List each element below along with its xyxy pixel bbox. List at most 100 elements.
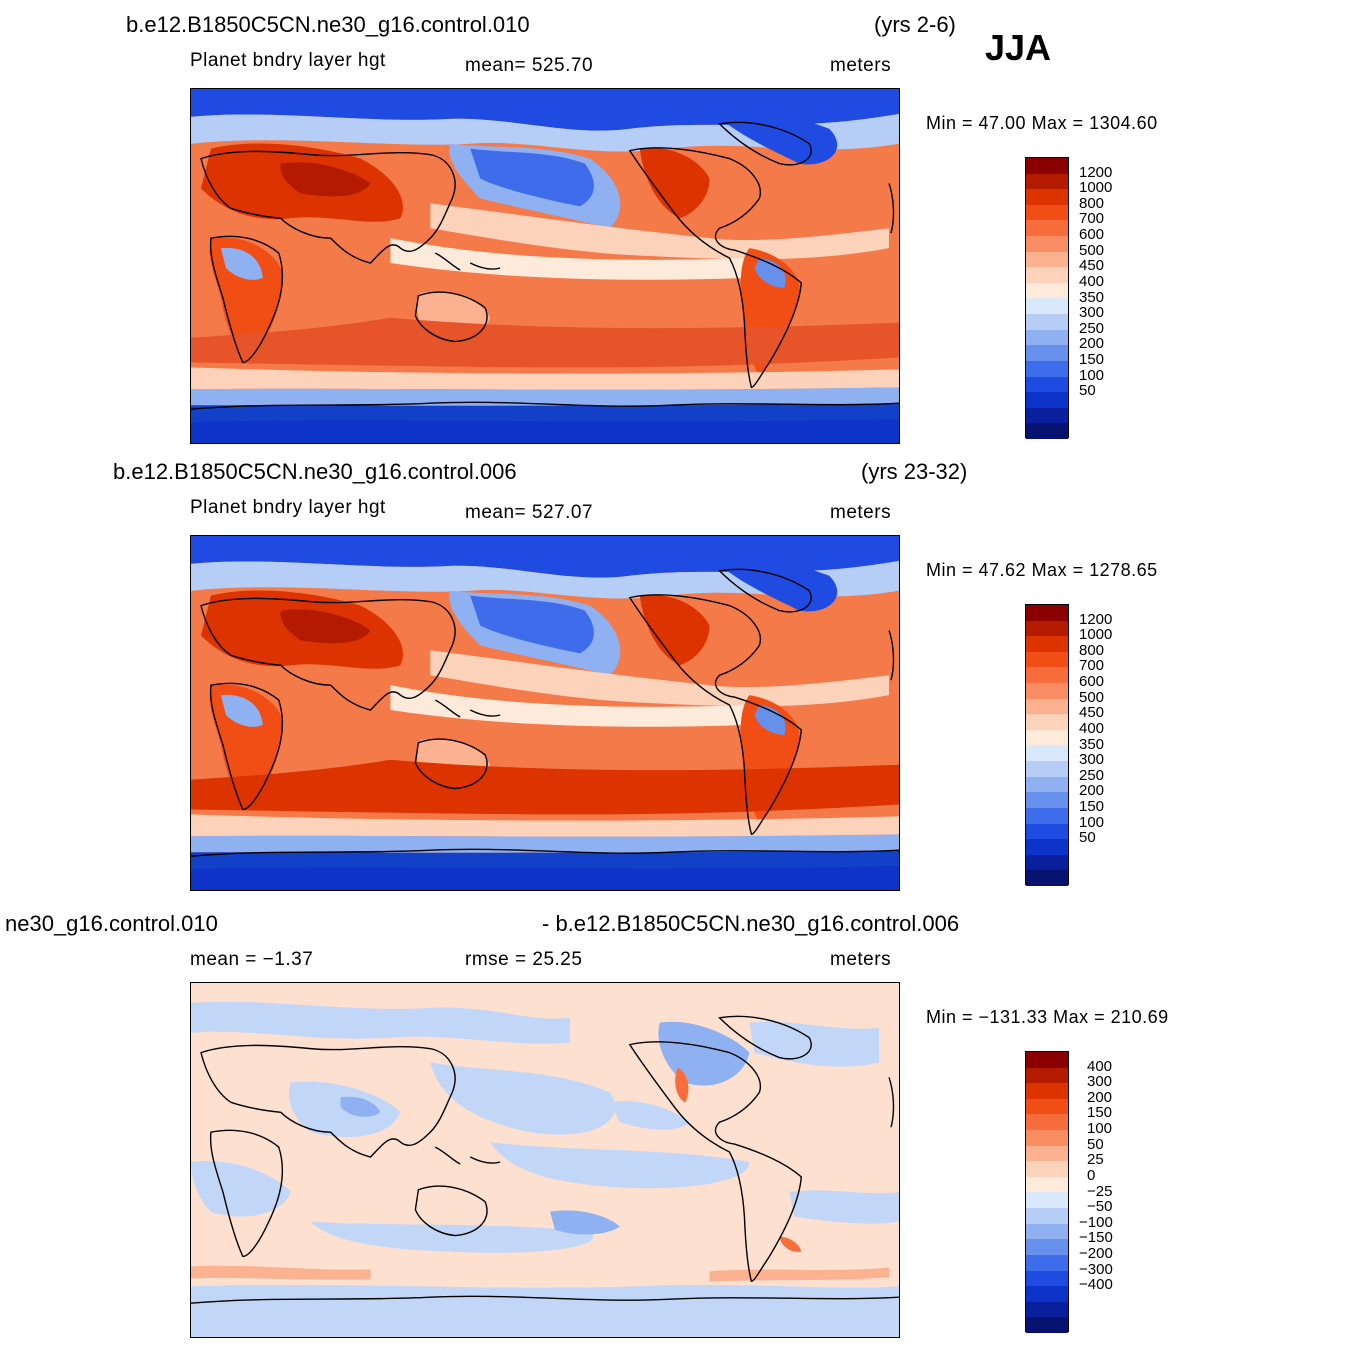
colorbar-swatch: [1026, 267, 1068, 283]
panel3-units: meters: [830, 949, 892, 970]
colorbar-swatch: [1026, 376, 1068, 393]
colorbar-label: 100: [1087, 1120, 1113, 1138]
colorbar-label: 200: [1079, 335, 1105, 353]
panel1-mean: mean= 525.70: [465, 55, 594, 76]
colorbar-swatch: [1026, 220, 1068, 237]
colorbar-swatch: [1026, 1254, 1068, 1271]
colorbar-swatch: [1026, 1161, 1068, 1177]
colorbar-swatch: [1026, 392, 1068, 408]
colorbar-swatch: [1026, 360, 1068, 377]
colorbar-label: 700: [1079, 657, 1105, 675]
colorbar-swatch: [1026, 807, 1068, 824]
colorbar-label: −25: [1087, 1182, 1113, 1200]
panel1-minmax: Min = 47.00 Max = 1304.60: [926, 113, 1158, 133]
colorbar-swatch: [1026, 189, 1068, 205]
panel3-mean: mean = −1.37: [190, 949, 314, 970]
colorbar-swatch: [1026, 1114, 1068, 1131]
colorbar-swatch: [1026, 1130, 1068, 1146]
panel1-colorbar: [1025, 157, 1069, 439]
panel3-colorbar: [1025, 1051, 1069, 1333]
colorbar-swatch: [1026, 651, 1068, 668]
colorbar-label: −400: [1079, 1276, 1113, 1294]
colorbar-label: 300: [1087, 1073, 1113, 1091]
colorbar-swatch: [1026, 776, 1068, 793]
colorbar-label: 1000: [1079, 626, 1113, 644]
colorbar-swatch: [1026, 683, 1068, 699]
colorbar-label: 100: [1079, 366, 1105, 384]
colorbar-swatch: [1026, 1098, 1068, 1115]
colorbar-swatch: [1026, 792, 1068, 808]
panel3-case-title: ne30_g16.control.010: [5, 911, 218, 936]
panel2-years: (yrs 23-32): [861, 459, 968, 484]
colorbar-swatch: [1026, 823, 1068, 840]
panel2-units: meters: [830, 502, 892, 523]
panel2-map: [190, 535, 900, 891]
colorbar-swatch: [1026, 236, 1068, 252]
colorbar-label: 1000: [1079, 179, 1113, 197]
colorbar-label: −150: [1079, 1229, 1113, 1247]
colorbar-label: 200: [1087, 1088, 1113, 1106]
colorbar-label: −200: [1079, 1244, 1113, 1262]
colorbar-swatch: [1026, 745, 1068, 762]
colorbar-swatch: [1026, 423, 1068, 439]
colorbar-label: 300: [1079, 751, 1105, 769]
panel2-variable: Planet bndry layer hgt: [190, 497, 386, 518]
colorbar-swatch: [1026, 314, 1068, 330]
colorbar-swatch: [1026, 1301, 1068, 1318]
colorbar-label: 1200: [1079, 610, 1113, 628]
colorbar-swatch: [1026, 729, 1068, 746]
panel1-years: (yrs 2-6): [874, 12, 956, 37]
colorbar-swatch: [1026, 1067, 1068, 1084]
colorbar-swatch: [1026, 1192, 1068, 1209]
panel3-minmax: Min = −131.33 Max = 210.69: [926, 1007, 1169, 1027]
colorbar-swatch: [1026, 839, 1068, 855]
colorbar-label: 200: [1079, 782, 1105, 800]
colorbar-swatch: [1026, 345, 1068, 361]
panel1-map: [190, 88, 900, 444]
colorbar-label: 400: [1079, 719, 1105, 737]
colorbar-swatch: [1026, 714, 1068, 730]
colorbar-label: 50: [1087, 1135, 1104, 1153]
colorbar-label: 150: [1079, 797, 1105, 815]
colorbar-swatch: [1026, 158, 1068, 174]
panel1-units: meters: [830, 55, 892, 76]
colorbar-swatch: [1026, 329, 1068, 346]
colorbar-label: 800: [1079, 641, 1105, 659]
colorbar-swatch: [1026, 698, 1068, 715]
panel1-map-svg: [191, 89, 899, 443]
colorbar-label: 400: [1087, 1057, 1113, 1075]
colorbar-swatch: [1026, 282, 1068, 299]
colorbar-label: 800: [1079, 194, 1105, 212]
colorbar-label: 25: [1087, 1151, 1104, 1169]
colorbar-label: 250: [1079, 766, 1105, 784]
colorbar-label: 50: [1079, 382, 1096, 400]
colorbar-swatch: [1026, 761, 1068, 777]
colorbar-label: 450: [1079, 257, 1105, 275]
colorbar-swatch: [1026, 1145, 1068, 1162]
panel2-colorbar: [1025, 604, 1069, 886]
colorbar-swatch: [1026, 173, 1068, 190]
colorbar-label: 350: [1079, 735, 1105, 753]
colorbar-label: 700: [1079, 210, 1105, 228]
colorbar-label: −50: [1087, 1198, 1113, 1216]
colorbar-swatch: [1026, 407, 1068, 424]
colorbar-label: 400: [1079, 272, 1105, 290]
colorbar-label: 600: [1079, 673, 1105, 691]
season-label: JJA: [985, 27, 1052, 68]
colorbar-swatch: [1026, 870, 1068, 886]
colorbar-swatch: [1026, 620, 1068, 637]
colorbar-swatch: [1026, 1176, 1068, 1193]
panel3-case-title-right: - b.e12.B1850C5CN.ne30_g16.control.006: [542, 911, 960, 936]
panel3-rmse: rmse = 25.25: [465, 949, 583, 970]
colorbar-swatch: [1026, 605, 1068, 621]
colorbar-label: −100: [1079, 1213, 1113, 1231]
colorbar-label: 250: [1079, 319, 1105, 337]
colorbar-label: 100: [1079, 813, 1105, 831]
colorbar-label: 150: [1087, 1104, 1113, 1122]
colorbar-swatch: [1026, 298, 1068, 315]
colorbar-label: 350: [1079, 288, 1105, 306]
colorbar-swatch: [1026, 1270, 1068, 1287]
panel2-mean: mean= 527.07: [465, 502, 594, 523]
colorbar-swatch: [1026, 1223, 1068, 1240]
panel2-minmax: Min = 47.62 Max = 1278.65: [926, 560, 1158, 580]
